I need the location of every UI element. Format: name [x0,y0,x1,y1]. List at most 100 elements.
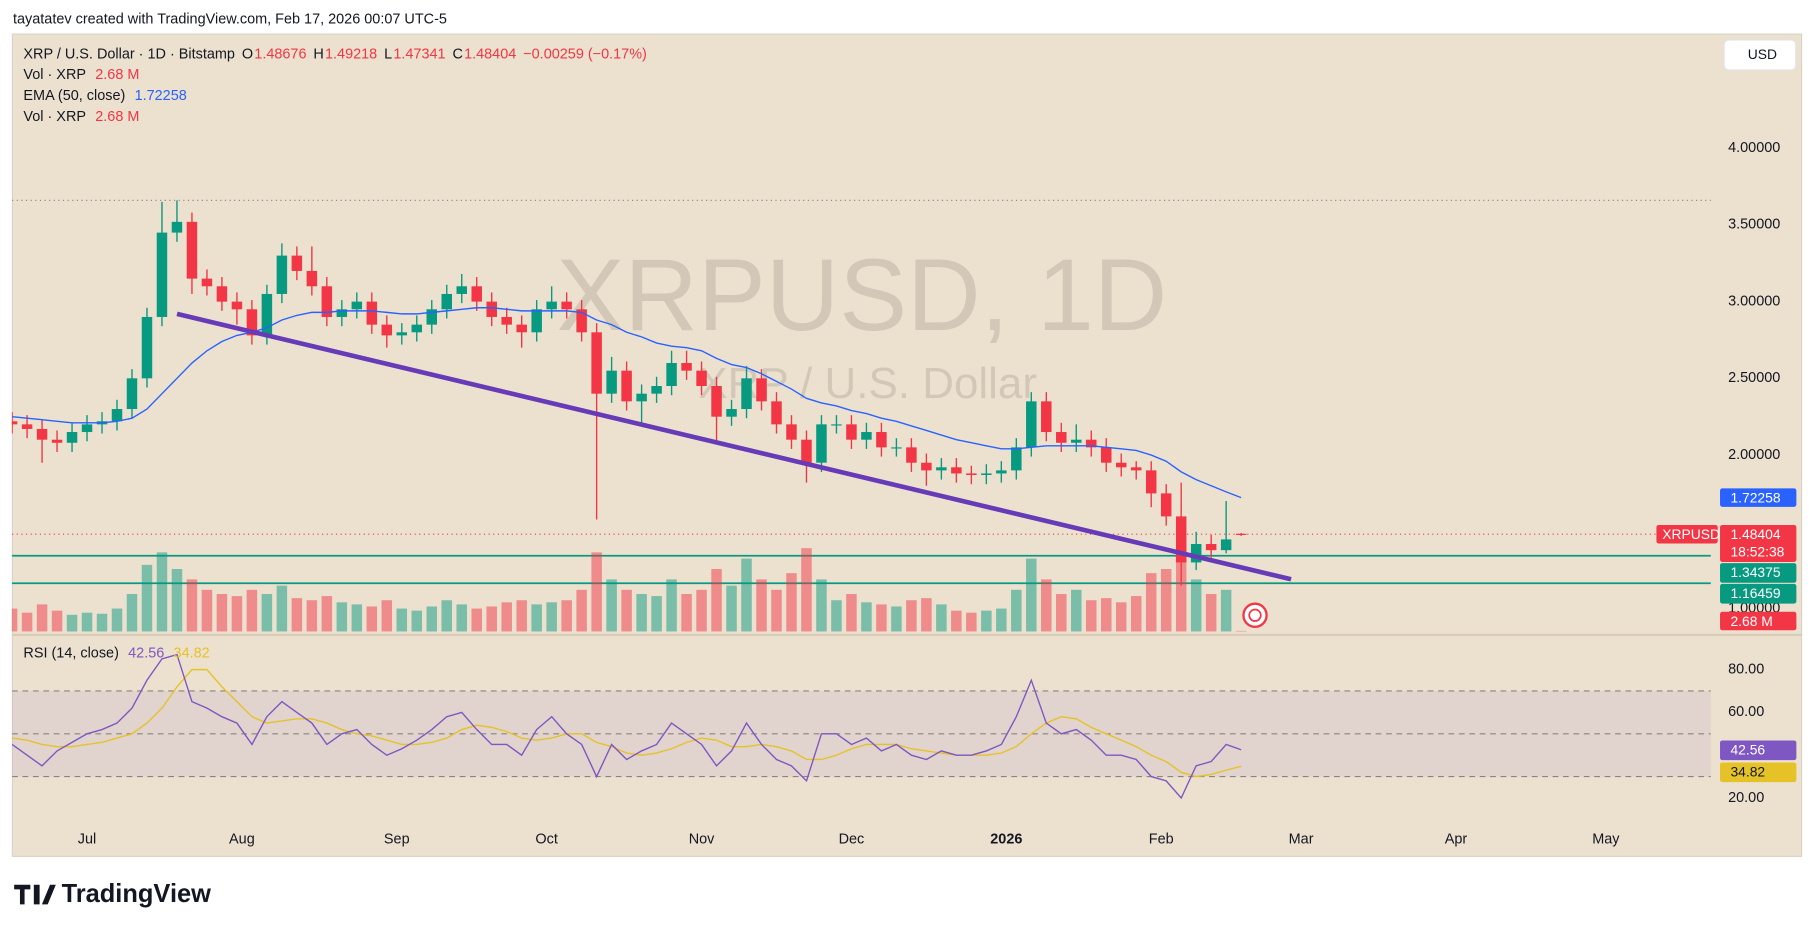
candle-body [921,462,932,471]
symbol-label: XRPUSD [1662,526,1720,542]
volume-bar [981,610,992,632]
volume-bar [291,598,303,632]
candle-body [876,432,887,448]
volume-bar [441,600,452,632]
candle-body [936,467,947,471]
volume-label-box [1720,611,1797,631]
volume-bar [696,589,707,632]
volume-bar [831,600,842,632]
candle-body [456,286,467,294]
candle-body [186,221,198,279]
volume-bar [21,612,33,632]
price-pane [11,199,1711,632]
volume-bar [456,604,467,632]
volume-bar [771,589,782,632]
volume-bar [531,604,542,632]
volume-bar [756,579,767,632]
candle-body [171,221,183,233]
candle-body [801,439,812,463]
volume-bar [501,602,512,632]
watermark-subtitle: XRP / U.S. Dollar [698,359,1037,408]
volume-bar [621,589,632,632]
candle-body [786,424,797,440]
volume-bar [51,610,63,632]
candle-body [516,324,527,333]
candle-body [726,409,737,417]
candle-body [681,362,692,371]
trendline [176,311,1292,582]
y-tick-label: 2.00000 [1728,447,1780,463]
currency-button[interactable] [1723,39,1797,71]
volume-bar [201,589,213,632]
watermark: XRPUSD, 1D [557,238,1168,352]
candle-body [201,278,213,287]
ohlc-legend: XRP / U.S. Dollar · 1D · Bitstamp O1.4867… [23,46,646,62]
candle-body [756,378,767,402]
candle-body [216,286,228,302]
candle-body [741,378,752,410]
candle-body [1100,447,1112,463]
candle-body [351,301,363,310]
volume-bar [171,569,183,632]
candle-body [906,447,917,463]
volume-bar [681,593,692,632]
event-icon [1242,602,1268,628]
x-tick-label: Sep [384,831,410,847]
volume-bar [1235,630,1247,632]
hline-label: 1.16459 [1730,585,1780,601]
x-tick-label: Apr [1445,831,1468,847]
candle-body [1175,516,1187,563]
candle-body [951,467,962,474]
volume-bar [1011,589,1022,632]
candle-body [246,309,258,336]
volume-bar [186,579,198,632]
legend-part: 1.48676 [254,46,306,62]
rsi-line [11,653,1242,800]
candle-body [141,316,153,379]
volume-bar [801,548,812,632]
candle-body [291,255,303,271]
volume-bar [636,593,647,632]
volume-bar [1100,598,1112,632]
volume-bar [1115,602,1127,632]
y-tick-label: 4.00000 [1728,140,1780,156]
candle-body [1160,493,1172,517]
candle-body [981,473,992,475]
candle-body [426,309,438,325]
legend-part: 2.68 M [95,109,139,125]
volume-bar [561,600,572,632]
volume-bar [936,604,947,632]
candle-body [651,386,662,394]
legend-part: 34.82 [174,645,210,661]
volume-bar [921,598,932,632]
volume-bar [1145,573,1157,632]
volume-bar [666,579,677,632]
attribution: tayatatev created with TradingView.com, … [13,11,447,27]
candle-body [621,370,632,402]
currency-label[interactable]: USD [1748,46,1777,62]
volume-bar [276,585,288,632]
candle-body [381,324,393,336]
hline-label-box [1720,563,1797,583]
volume-bar [36,604,48,632]
volume-bar [516,600,527,632]
volume-bar [306,600,318,632]
volume-label: 2.68 M [1730,613,1772,629]
candle-body [831,424,842,426]
volume-bar [891,606,902,632]
hline-label: 1.34375 [1730,564,1780,580]
footer-logo: TradingView [14,880,211,908]
legend-part: 1.48404 [464,46,516,62]
x-tick-label: Oct [535,831,557,847]
volume-legend: Vol · XRP 2.68 M [23,67,139,83]
event-icon [1248,608,1262,622]
legend-part: 1.49218 [325,46,377,62]
legend-part: Vol · XRP [23,67,86,83]
candle-body [1130,467,1142,471]
symbol-box [1656,524,1718,544]
candle-body [21,424,33,429]
ema-label: 1.72258 [1730,489,1780,505]
volume-bar [246,589,258,632]
volume-bar [81,612,93,632]
legend-part: O [242,46,253,62]
